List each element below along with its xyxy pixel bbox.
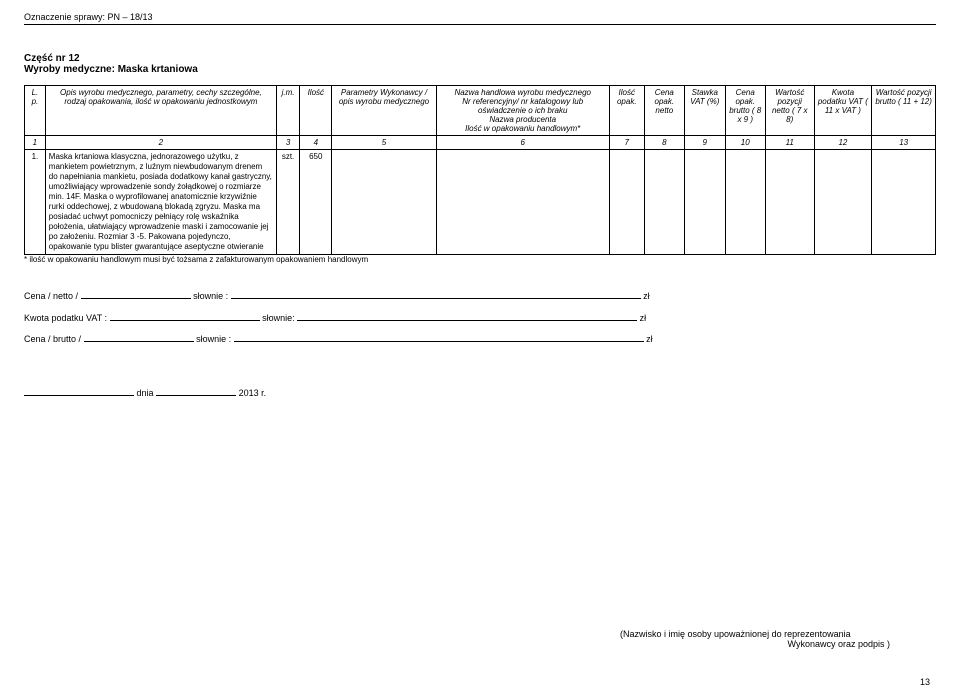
th-nazwa: Nazwa handlowa wyrobu medycznego Nr refe… <box>436 86 609 136</box>
th-cenanetto: Cena opak. netto <box>644 86 684 136</box>
cell-jm: szt. <box>277 150 300 255</box>
th-lp: L. p. <box>25 86 46 136</box>
num-12: 12 <box>814 136 872 150</box>
line-brutto: Cena / brutto / słownie : zł <box>24 329 936 351</box>
cell-param <box>332 150 436 255</box>
num-5: 5 <box>332 136 436 150</box>
part-number: Część nr 12 <box>24 53 936 64</box>
th-param: Parametry Wykonawcy / opis wyrobu medycz… <box>332 86 436 136</box>
th-wartbrutto: Wartość pozycji brutto ( 11 + 12) <box>872 86 936 136</box>
cell-lp: 1. <box>25 150 46 255</box>
cell-wartbrutto <box>872 150 936 255</box>
signature-line2: Wykonawcy oraz podpis ) <box>620 639 920 649</box>
spec-table: L. p. Opis wyrobu medycznego, parametry,… <box>24 85 936 255</box>
line-netto: Cena / netto / słownie : zł <box>24 286 936 308</box>
num-2: 2 <box>45 136 276 150</box>
signature-block: (Nazwisko i imię osoby upoważnionej do r… <box>620 629 920 649</box>
header-row: L. p. Opis wyrobu medycznego, parametry,… <box>25 86 936 136</box>
header-rule <box>24 24 936 25</box>
cell-stawka <box>685 150 725 255</box>
table-footnote: * ilość w opakowaniu handlowym musi być … <box>24 255 936 264</box>
num-4: 4 <box>300 136 332 150</box>
cell-opis: Maska krtaniowa klasyczna, jednorazowego… <box>45 150 276 255</box>
cell-wartnetto <box>765 150 814 255</box>
data-row: 1. Maska krtaniowa klasyczna, jednorazow… <box>25 150 936 255</box>
product-title: Wyroby medyczne: Maska krtaniowa <box>24 64 936 75</box>
num-11: 11 <box>765 136 814 150</box>
num-3: 3 <box>277 136 300 150</box>
cell-iloscopak <box>609 150 644 255</box>
price-lines: Cena / netto / słownie : zł Kwota podatk… <box>24 286 936 404</box>
num-1: 1 <box>25 136 46 150</box>
th-wartnetto: Wartość pozycji netto ( 7 x 8) <box>765 86 814 136</box>
num-10: 10 <box>725 136 765 150</box>
th-ilosc: Ilość <box>300 86 332 136</box>
cell-ilosc: 650 <box>300 150 332 255</box>
th-stawka: Stawka VAT (%) <box>685 86 725 136</box>
num-9: 9 <box>685 136 725 150</box>
th-iloscopak: Ilość opak. <box>609 86 644 136</box>
cell-cenabrutto <box>725 150 765 255</box>
case-label: Oznaczenie sprawy: PN – 18/13 <box>24 12 936 22</box>
cell-nazwa <box>436 150 609 255</box>
date-line: dnia 2013 r. <box>24 383 936 405</box>
number-row: 1 2 3 4 5 6 7 8 9 10 11 12 13 <box>25 136 936 150</box>
th-kwota: Kwota podatku VAT ( 11 x VAT ) <box>814 86 872 136</box>
th-jm: j.m. <box>277 86 300 136</box>
line-kwota: Kwota podatku VAT : słownie: zł <box>24 308 936 330</box>
num-6: 6 <box>436 136 609 150</box>
th-cenabrutto: Cena opak. brutto ( 8 x 9 ) <box>725 86 765 136</box>
num-13: 13 <box>872 136 936 150</box>
num-8: 8 <box>644 136 684 150</box>
signature-line1: (Nazwisko i imię osoby upoważnionej do r… <box>620 629 920 639</box>
th-opis: Opis wyrobu medycznego, parametry, cechy… <box>45 86 276 136</box>
cell-kwota <box>814 150 872 255</box>
num-7: 7 <box>609 136 644 150</box>
cell-cenanetto <box>644 150 684 255</box>
page-number: 13 <box>920 677 930 687</box>
